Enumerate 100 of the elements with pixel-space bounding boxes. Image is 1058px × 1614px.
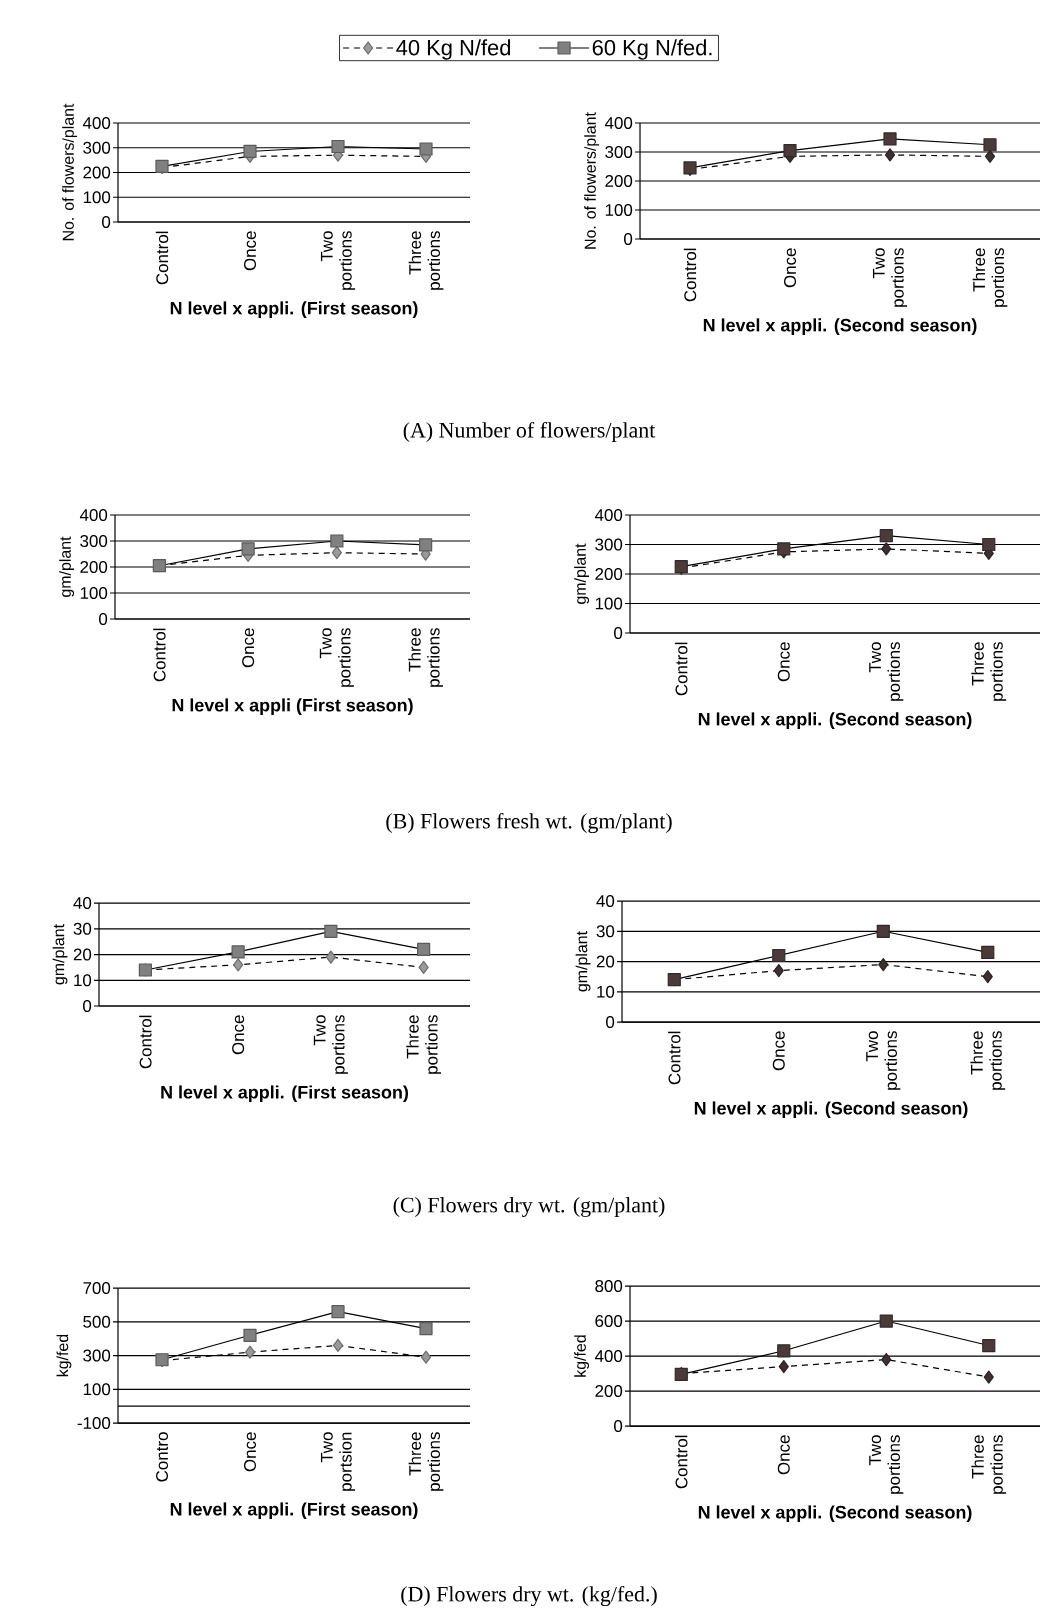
y-axis-title: gm/plant	[52, 924, 68, 985]
x-tick-label: Three portions	[970, 1031, 1006, 1090]
x-tick-label: Control	[675, 642, 688, 696]
point	[982, 537, 996, 552]
text: (B) Flowers fresh wt. (gm/plant)	[386, 812, 672, 834]
point	[884, 148, 896, 162]
point	[324, 924, 338, 938]
y-tick-label: 200	[605, 175, 633, 188]
y-tick-label: 0	[606, 1016, 615, 1029]
y-tick-label: 700	[83, 1282, 111, 1295]
point	[876, 924, 890, 938]
y-tick-label: 200	[83, 166, 111, 179]
y-tick-label: 500	[83, 1315, 111, 1328]
x-tick-label: Once	[777, 642, 790, 682]
point	[419, 538, 433, 552]
y-tick-label: 300	[595, 538, 623, 551]
x-tick-label: Once	[232, 1015, 245, 1055]
y-tick-label: 0	[614, 627, 623, 640]
x-axis-title: N level x appli. (Second season)	[703, 318, 977, 336]
point	[983, 138, 997, 152]
y-axis-title: gm/plant	[574, 543, 590, 604]
x-tick-label: Three portions	[971, 1435, 1007, 1494]
text: (D) Flowers dry wt. (kg/fed.)	[401, 1585, 657, 1607]
y-axis-title: kg/fed	[56, 1334, 72, 1377]
x-axis-title: N level x appli. (Second season)	[698, 712, 972, 730]
point	[418, 960, 429, 974]
point	[243, 144, 257, 159]
y-tick-label: 200	[595, 568, 623, 581]
point	[883, 132, 897, 146]
x-tick-label: Two portions	[869, 642, 904, 701]
y-tick-label: 0	[614, 1420, 623, 1433]
point	[783, 143, 797, 158]
x-tick-label: Once	[244, 231, 257, 271]
x-axis-title: N level x appli. (First season)	[170, 1502, 418, 1520]
y-axis-title: gm/plant	[59, 536, 75, 597]
point	[981, 945, 995, 960]
x-tick-label: Three portions	[408, 1432, 444, 1491]
y-tick-label: 300	[80, 535, 108, 548]
y-tick-label: 30	[596, 925, 615, 938]
point	[778, 1359, 789, 1374]
y-axis-title: gm/plant	[575, 931, 591, 992]
y-tick-label: 400	[604, 117, 633, 130]
point	[878, 957, 889, 972]
point	[231, 945, 245, 959]
y-tick-label: 100	[83, 1383, 111, 1396]
y-tick-label: 400	[594, 1350, 623, 1363]
point	[983, 1370, 994, 1384]
x-tick-label: Two portions	[319, 628, 354, 687]
x-tick-label: Once	[784, 248, 797, 288]
y-tick-label: 0	[102, 216, 111, 229]
y-tick-label: 300	[83, 141, 111, 154]
point	[332, 1338, 344, 1353]
y-tick-label: 40	[596, 895, 615, 908]
x-tick-label: Control	[668, 1031, 681, 1085]
x-axis-title: N level x appli (First season)	[172, 698, 413, 716]
x-tick-label: Three portions	[406, 1015, 441, 1074]
y-tick-label: 20	[73, 948, 92, 961]
x-axis-title: N level x appli. (Second season)	[694, 1101, 968, 1119]
point	[879, 529, 893, 543]
point	[243, 1328, 257, 1342]
y-tick-label: 100	[605, 204, 633, 217]
point	[233, 958, 244, 972]
point	[881, 542, 892, 556]
x-tick-label: Two portions	[313, 1015, 348, 1074]
point	[772, 948, 786, 963]
point	[331, 139, 345, 154]
x-tick-label: Once	[772, 1031, 785, 1071]
y-tick-label: 40	[73, 897, 92, 910]
y-axis-title: No. of flowers/plant	[62, 103, 78, 241]
x-tick-label: Once	[242, 628, 255, 668]
legend-label: 60 Kg N/fed.	[592, 39, 712, 60]
point	[325, 950, 336, 964]
text: (C) Flowers dry wt. (gm/plant)	[393, 1197, 665, 1217]
y-tick-label: 20	[596, 955, 615, 968]
x-axis-title: N level x appli. (First season)	[170, 301, 418, 319]
x-tick-label: Three portions	[972, 248, 1008, 307]
y-tick-label: 400	[82, 117, 111, 130]
point	[244, 1345, 256, 1359]
x-axis-title: N level x appli. (Second season)	[698, 1505, 972, 1523]
y-tick-label: 0	[624, 233, 633, 246]
x-tick-label: Control	[683, 248, 697, 302]
x-tick-label: Three portions	[408, 628, 443, 687]
x-axis-title: N level x appli. (First season)	[161, 1085, 408, 1103]
point	[241, 542, 255, 556]
x-tick-label: Two portions	[872, 248, 908, 307]
legend-label: 40 Kg N/fed	[396, 39, 511, 60]
point	[419, 1321, 433, 1336]
x-tick-label: Two portions	[320, 231, 356, 290]
point	[331, 546, 342, 560]
y-tick-label: 300	[83, 1349, 111, 1362]
point	[420, 1350, 432, 1364]
x-tick-label: Two portions	[866, 1031, 901, 1090]
y-tick-label: 100	[80, 587, 108, 600]
y-tick-label: 100	[595, 597, 623, 610]
y-tick-label: 400	[79, 509, 108, 522]
text: (A) Number of flowers/plant	[403, 421, 656, 443]
x-tick-label: Control	[139, 1015, 152, 1069]
point	[331, 1305, 345, 1319]
y-axis-title: No. of flowers/plant	[584, 112, 600, 249]
x-tick-label: Three portions	[971, 642, 1007, 701]
